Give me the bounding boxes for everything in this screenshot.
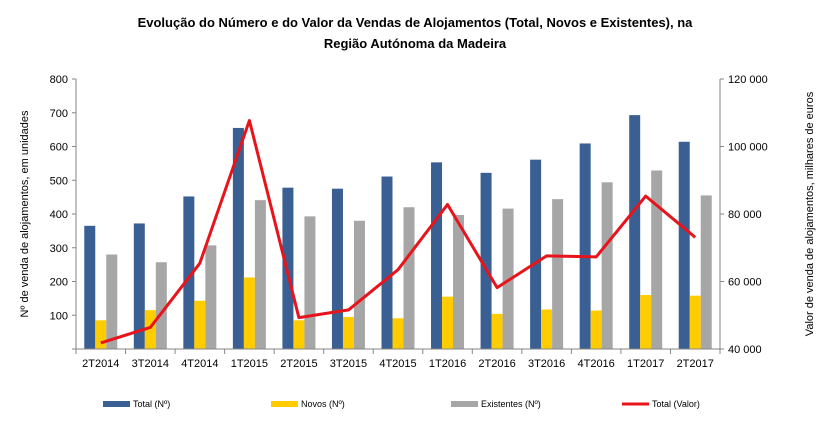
x-tick-label-1T2017: 1T2017 bbox=[627, 358, 664, 370]
y-right-tick-label: 80 000 bbox=[728, 209, 762, 221]
y-left-tick-label: 300 bbox=[50, 243, 68, 255]
y-axis-left-title: Nº de venda de alojamentos, em unidades bbox=[19, 110, 31, 318]
bar-novos-2T2015 bbox=[293, 320, 305, 349]
bar-total-2T2016 bbox=[480, 172, 492, 349]
x-tick-label-3T2014: 3T2014 bbox=[132, 358, 169, 370]
y-right-tick-label: 120 000 bbox=[728, 74, 768, 86]
legend-label-1: Novos (Nº) bbox=[301, 399, 345, 409]
bar-novos-4T2015 bbox=[392, 318, 404, 349]
bar-total-2T2017 bbox=[678, 141, 690, 349]
y-left-tick-label: 500 bbox=[50, 175, 68, 187]
legend-label-3: Total (Valor) bbox=[652, 399, 700, 409]
y-right-tick-label: 40 000 bbox=[728, 344, 762, 356]
bar-total-1T2015 bbox=[232, 127, 244, 349]
legend-label-2: Existentes (Nº) bbox=[481, 399, 541, 409]
x-tick-label-4T2016: 4T2016 bbox=[577, 358, 614, 370]
bar-total-4T2016 bbox=[579, 143, 591, 349]
legend-swatch-1 bbox=[271, 401, 298, 407]
bar-total-1T2016 bbox=[431, 162, 443, 349]
axes-layer: 100 200 300 400 500 600 700 800 40 000 60 000 80 0… bbox=[50, 74, 768, 370]
x-tick-label-2T2016: 2T2016 bbox=[478, 358, 515, 370]
bar-novos-3T2016 bbox=[541, 309, 553, 349]
legend-swatch-2 bbox=[451, 401, 478, 407]
bar-existentes-4T2016 bbox=[601, 182, 613, 349]
bar-existentes-3T2014 bbox=[155, 262, 167, 349]
bar-existentes-4T2014 bbox=[205, 245, 217, 349]
bar-existentes-3T2015 bbox=[353, 220, 365, 349]
x-tick-label-1T2015: 1T2015 bbox=[231, 358, 268, 370]
x-tick-label-2T2017: 2T2017 bbox=[677, 358, 714, 370]
line-layer bbox=[100, 119, 697, 345]
y-right-tick-label: 100 000 bbox=[728, 142, 768, 154]
y-axis-right-title: Valor de venda de alojamentos, milhares … bbox=[804, 91, 816, 336]
bar-existentes-1T2016 bbox=[453, 215, 465, 349]
bar-total-3T2016 bbox=[530, 159, 542, 349]
x-tick-label-3T2016: 3T2016 bbox=[528, 358, 565, 370]
x-tick-label-1T2016: 1T2016 bbox=[429, 358, 466, 370]
y-left-tick-label: 200 bbox=[50, 277, 68, 289]
bar-total-4T2014 bbox=[183, 196, 195, 349]
bar-total-1T2017 bbox=[629, 115, 641, 349]
x-tick-label-3T2015: 3T2015 bbox=[330, 358, 367, 370]
bars-layer bbox=[84, 115, 712, 349]
y-left-tick-label: 800 bbox=[50, 74, 68, 86]
y-left-tick-label: 600 bbox=[50, 142, 68, 154]
bar-novos-2T2016 bbox=[491, 313, 503, 349]
bar-existentes-3T2016 bbox=[552, 199, 564, 349]
bar-existentes-1T2015 bbox=[254, 200, 266, 349]
bar-total-3T2014 bbox=[133, 223, 145, 349]
bar-novos-1T2017 bbox=[640, 295, 652, 349]
bar-novos-4T2016 bbox=[590, 310, 602, 349]
x-tick-label-2T2015: 2T2015 bbox=[280, 358, 317, 370]
bar-novos-4T2014 bbox=[194, 300, 206, 349]
bar-existentes-2T2015 bbox=[304, 216, 316, 349]
bar-novos-2T2014 bbox=[95, 320, 107, 349]
bar-novos-1T2015 bbox=[243, 277, 255, 349]
bar-novos-2T2017 bbox=[689, 295, 701, 349]
bar-existentes-2T2014 bbox=[106, 254, 118, 349]
bar-novos-1T2016 bbox=[442, 296, 454, 349]
bar-total-2T2014 bbox=[84, 225, 96, 349]
bar-existentes-4T2015 bbox=[403, 207, 415, 349]
bar-existentes-1T2017 bbox=[651, 170, 663, 349]
y-left-tick-label: 100 bbox=[50, 310, 68, 322]
y-left-tick-label: 400 bbox=[50, 209, 68, 221]
chart-title-line-1: Evolução do Número e do Valor da Vendas … bbox=[138, 15, 694, 30]
bar-total-4T2015 bbox=[381, 176, 393, 349]
legend-swatch-0 bbox=[103, 401, 130, 407]
y-right-tick-label: 60 000 bbox=[728, 277, 762, 289]
chart-title-line-2: Região Autónoma da Madeira bbox=[324, 36, 507, 51]
legend-label-0: Total (Nº) bbox=[133, 399, 170, 409]
bar-total-3T2015 bbox=[331, 188, 343, 349]
x-tick-label-4T2014: 4T2014 bbox=[181, 358, 218, 370]
x-tick-label-2T2014: 2T2014 bbox=[82, 358, 119, 370]
y-left-tick-label: 700 bbox=[50, 108, 68, 120]
legend: Total (Nº) Novos (Nº) Existentes (Nº) Total… bbox=[103, 399, 700, 409]
bar-novos-3T2014 bbox=[144, 310, 156, 349]
bar-novos-3T2015 bbox=[342, 316, 354, 349]
bar-existentes-2T2017 bbox=[700, 195, 712, 349]
x-tick-label-4T2015: 4T2015 bbox=[379, 358, 416, 370]
